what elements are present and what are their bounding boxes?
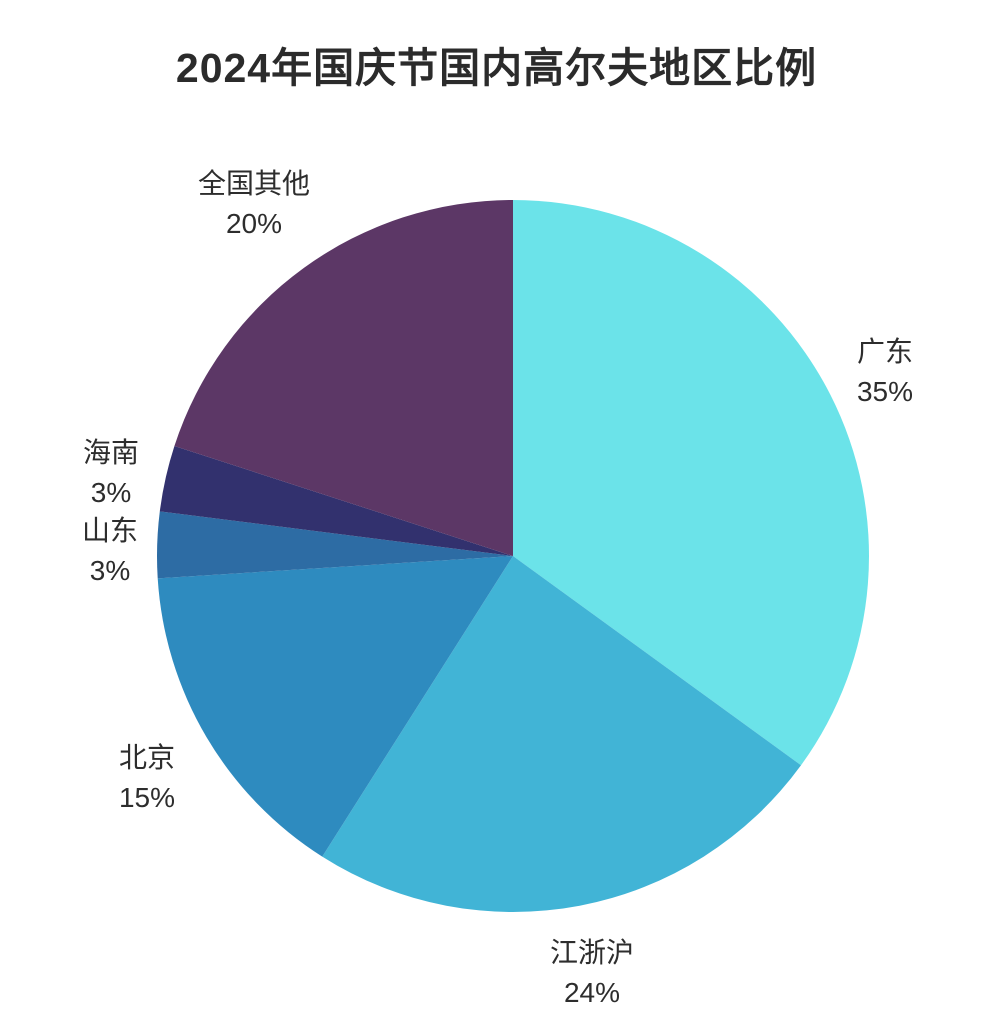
pie-slice-others xyxy=(174,200,514,556)
slice-label-name: 北京 xyxy=(118,742,176,773)
chart-title: 2024年国庆节国内高尔夫地区比例 xyxy=(175,45,818,91)
slice-label-jiangzhehu: 江浙沪 24% xyxy=(550,933,634,1013)
pie-slice-beijing xyxy=(157,556,513,857)
pie-slice-jiangzhehu xyxy=(322,556,802,912)
slice-label-shandong: 山东 3% xyxy=(82,511,138,591)
slice-label-name: 全国其他 xyxy=(197,168,311,199)
slice-label-beijing: 北京 15% xyxy=(119,738,175,818)
pie-slice-shandong xyxy=(156,511,513,579)
slice-label-value: 24% xyxy=(563,977,621,1008)
slice-label-name: 江浙沪 xyxy=(549,937,635,968)
slice-label-others: 全国其他 20% xyxy=(198,164,310,244)
slice-label-value: 15% xyxy=(118,782,176,813)
slice-label-value: 3% xyxy=(90,477,132,508)
pie-slice-hainan xyxy=(159,445,513,556)
slice-label-value: 35% xyxy=(856,376,914,407)
slice-label-guangdong: 广东 35% xyxy=(857,332,913,412)
pie-slice-guangdong xyxy=(513,200,869,766)
slice-label-value: 20% xyxy=(225,208,283,239)
slice-label-name: 山东 xyxy=(81,515,139,546)
slice-label-name: 海南 xyxy=(82,437,140,468)
slice-label-name: 广东 xyxy=(856,336,914,367)
slice-label-value: 3% xyxy=(89,555,131,586)
slice-label-hainan: 海南 3% xyxy=(83,433,139,513)
